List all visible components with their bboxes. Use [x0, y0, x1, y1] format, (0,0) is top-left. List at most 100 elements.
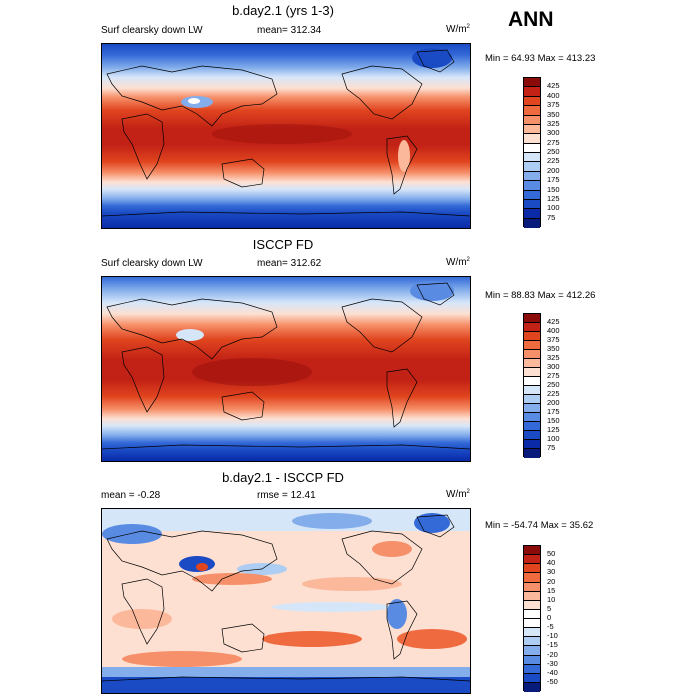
colorbar-swatch: [524, 386, 540, 395]
colorbar-tick-label: 10: [547, 594, 556, 604]
colorbar-swatch: [524, 314, 540, 323]
colorbar-tick-label: 425: [547, 317, 560, 326]
colorbar-tick-label: 30: [547, 567, 556, 577]
panel3-map: [101, 508, 471, 694]
colorbar-tick-label: 75: [547, 212, 556, 222]
colorbar-swatch: [524, 609, 540, 619]
colorbar-swatch: [524, 682, 540, 692]
colorbar-swatch: [524, 368, 540, 377]
colorbar-tick-label: 40: [547, 558, 556, 568]
colorbar-swatch: [524, 190, 540, 200]
colorbar-swatch: [524, 591, 540, 601]
panel3-min-label: Min =: [485, 520, 509, 531]
panel1-mean-value: 312.34: [290, 25, 322, 36]
colorbar-tick-label: 100: [547, 434, 560, 443]
colorbar-tick-label: 0: [547, 613, 552, 622]
panel3-min-value: -54.74: [511, 520, 539, 531]
panel2-variable: Surf clearsky down LW: [101, 258, 203, 269]
panel3-mean: mean = -0.28: [101, 490, 160, 501]
colorbar-tick-label: -30: [547, 658, 558, 668]
colorbar-swatch: [524, 555, 540, 565]
colorbar-tick-label: 200: [547, 165, 560, 175]
colorbar-swatch: [524, 637, 540, 647]
panel2-unit-exp: 2: [466, 257, 470, 263]
colorbar-tick-label: 225: [547, 389, 560, 398]
colorbar-tick-label: 20: [547, 576, 556, 586]
panel3-max-label: Max =: [540, 520, 567, 531]
panel2-mean-value: 312.62: [290, 258, 322, 269]
colorbar-tick-label: 125: [547, 193, 560, 203]
panel3-max-value: 35.62: [569, 520, 594, 531]
colorbar-tick-label: 400: [547, 326, 560, 335]
panel2-map: [101, 276, 471, 462]
colorbar-tick-label: 350: [547, 109, 560, 119]
panel1-title: b.day2.1 (yrs 1-3): [232, 3, 334, 18]
panel1-unit-exp: 2: [466, 24, 470, 30]
panel1-mean: mean= 312.34: [257, 25, 321, 36]
colorbar-tick-label: 250: [547, 147, 560, 156]
colorbar-swatch: [524, 673, 540, 683]
colorbar-swatch: [524, 87, 540, 97]
panel2-unit: W/m2: [446, 257, 470, 268]
colorbar-swatch: [524, 413, 540, 422]
colorbar-tick-label: -50: [547, 676, 558, 686]
colorbar-swatch: [524, 106, 540, 116]
colorbar-swatch: [524, 422, 540, 431]
colorbar-tick-label: 200: [547, 398, 560, 407]
panel3-rmse-value: 12.41: [290, 490, 316, 501]
colorbar-tick-label: 300: [547, 128, 560, 138]
colorbar-swatch: [524, 78, 540, 88]
colorbar-swatch: [524, 440, 540, 449]
panel3-rmse-label: rmse =: [257, 490, 288, 501]
colorbar-swatch: [524, 209, 540, 219]
colorbar-tick-label: 425: [547, 81, 560, 91]
panel2-mean-label: mean=: [257, 258, 288, 269]
panel3-minmax: Min = -54.74 Max = 35.62: [485, 520, 593, 531]
colorbar-tick-label: 375: [547, 335, 560, 344]
colorbar-swatch: [524, 646, 540, 656]
colorbar-tick-label: -10: [547, 631, 558, 641]
colorbar-tick-label: -5: [547, 622, 554, 632]
colorbar-tick-label: -40: [547, 667, 558, 677]
colorbar-tick-label: 50: [547, 549, 556, 559]
panel1-colorbar: [523, 77, 541, 228]
colorbar-tick-label: 15: [547, 585, 556, 595]
colorbar-tick-label: 75: [547, 443, 556, 452]
colorbar-swatch: [524, 664, 540, 674]
panel1-min-value: 64.93: [511, 53, 535, 64]
colorbar-tick-label: 150: [547, 184, 560, 194]
colorbar-swatch: [524, 395, 540, 404]
colorbar-swatch: [524, 143, 540, 153]
colorbar-tick-label: -15: [547, 640, 558, 650]
colorbar-swatch: [524, 134, 540, 144]
colorbar-tick-label: 350: [547, 344, 560, 353]
colorbar-swatch: [524, 359, 540, 368]
colorbar-swatch: [524, 655, 540, 665]
panel3-rmse: rmse = 12.41: [257, 490, 316, 501]
panel1-mean-label: mean=: [257, 25, 288, 36]
colorbar-swatch: [524, 153, 540, 163]
colorbar-tick-label: 175: [547, 175, 560, 185]
panel3-mean-value: -0.28: [137, 490, 161, 501]
colorbar-swatch: [524, 171, 540, 182]
colorbar-tick-label: 400: [547, 90, 560, 100]
colorbar-swatch: [524, 332, 540, 341]
colorbar-swatch: [524, 600, 540, 610]
panel1-min-label: Min =: [485, 53, 509, 64]
colorbar-tick-label: 5: [547, 603, 552, 613]
colorbar-tick-label: 325: [547, 118, 560, 128]
colorbar-tick-label: 275: [547, 371, 560, 380]
panel2-title: ISCCP FD: [252, 237, 314, 252]
panel2-colorbar: [523, 313, 541, 458]
panel2-min-value: 88.83: [511, 290, 535, 301]
colorbar-tick-label: 325: [547, 353, 560, 362]
colorbar-swatch: [524, 564, 540, 574]
panel1-minmax: Min = 64.93 Max = 413.23: [485, 53, 595, 64]
panel1-max-label: Max =: [537, 53, 564, 64]
panel3-mean-label: mean =: [101, 490, 135, 501]
colorbar-tick-label: 375: [547, 100, 560, 110]
colorbar-tick-label: 225: [547, 156, 560, 166]
colorbar-swatch: [524, 377, 540, 386]
panel3-title: b.day2.1 - ISCCP FD: [222, 470, 344, 485]
colorbar-swatch: [524, 323, 540, 332]
